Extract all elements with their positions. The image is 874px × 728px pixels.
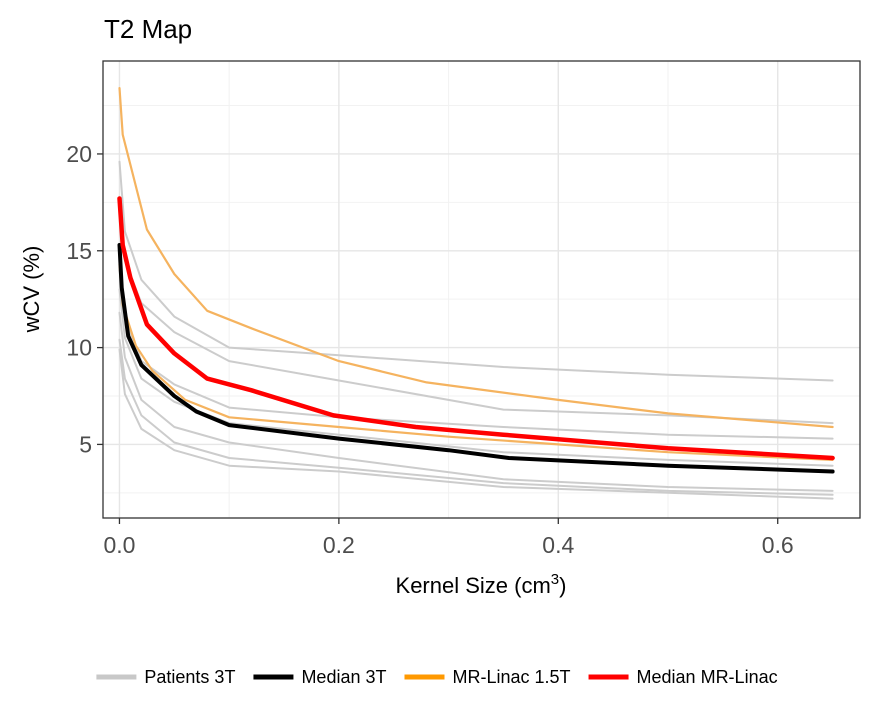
x-tick-label: 0.4 bbox=[542, 532, 574, 558]
x-axis-label-superscript: 3 bbox=[551, 571, 559, 588]
legend-item: Median 3T bbox=[253, 667, 386, 687]
x-tick-label: 0.2 bbox=[323, 532, 355, 558]
y-tick-label: 5 bbox=[79, 431, 92, 457]
series-line-median-3t bbox=[117, 243, 835, 474]
series-line-median-mr-linac bbox=[117, 196, 835, 461]
legend-label: Median 3T bbox=[301, 667, 386, 687]
x-axis-label: Kernel Size (cm3) bbox=[396, 571, 567, 598]
legend-label: MR-Linac 1.5T bbox=[452, 667, 570, 687]
x-tick-label: 0.6 bbox=[762, 532, 794, 558]
x-axis-label-main: Kernel Size (cm bbox=[396, 573, 551, 598]
series-line-patients-3t bbox=[118, 338, 834, 496]
x-axis-ticks: 0.0 0.2 0.4 0.6 bbox=[103, 518, 794, 558]
chart-title: T2 Map bbox=[104, 14, 192, 44]
y-axis-label: wCV (%) bbox=[19, 246, 44, 334]
legend-item: Median MR-Linac bbox=[588, 667, 778, 687]
y-tick-label: 15 bbox=[66, 238, 92, 264]
legend-item: MR-Linac 1.5T bbox=[404, 667, 571, 687]
x-axis-label-suffix: ) bbox=[559, 573, 566, 598]
series-line-patients-3t bbox=[118, 160, 834, 382]
minor-gridlines bbox=[103, 61, 860, 518]
legend: Patients 3T Median 3T MR-Linac 1.5T Median … bbox=[96, 667, 778, 687]
series-lines bbox=[117, 86, 835, 500]
y-tick-label: 20 bbox=[66, 141, 92, 167]
x-tick-label: 0.0 bbox=[103, 532, 135, 558]
legend-label: Patients 3T bbox=[144, 667, 235, 687]
series-line-patients-3t bbox=[118, 348, 834, 500]
series-line-patients-3t bbox=[118, 311, 834, 492]
legend-label: Median MR-Linac bbox=[637, 667, 778, 687]
y-tick-label: 10 bbox=[66, 335, 92, 361]
plot-panel-border bbox=[102, 60, 861, 519]
series-line-mr-linac-1-5t bbox=[118, 263, 834, 461]
series-line-patients-3t bbox=[118, 269, 834, 440]
series-line-mr-linac-1-5t bbox=[118, 86, 834, 429]
legend-item: Patients 3T bbox=[96, 667, 235, 687]
y-axis-ticks: 5 10 15 20 bbox=[66, 141, 103, 457]
